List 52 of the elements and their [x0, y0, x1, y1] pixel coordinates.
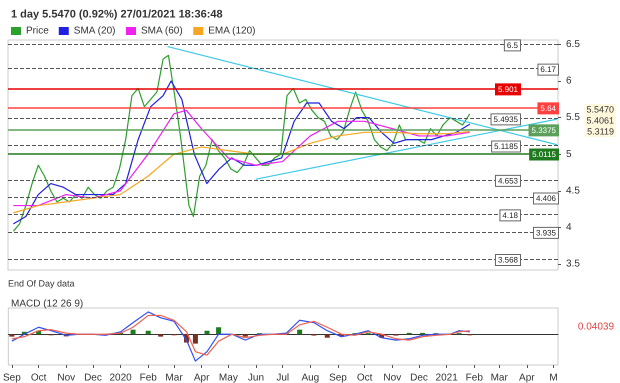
text: 5.4061 — [586, 116, 614, 126]
ref-line-label: 6.5 — [506, 40, 519, 50]
text: End Of Day data — [8, 278, 75, 288]
x-tick-label: Oct — [30, 372, 47, 383]
x-tick-label: Apr — [194, 372, 210, 383]
y-tick-label: 6 — [566, 76, 572, 87]
legend-label: Price — [26, 26, 50, 36]
x-tick-label: Sep — [3, 372, 22, 383]
legend-label: EMA (120) — [208, 26, 256, 36]
ref-line-label: 4.653 — [498, 176, 519, 186]
x-tick-label: Oct — [356, 372, 373, 383]
x-tick-label: 2021 — [436, 372, 458, 383]
ref-line-label: 5.901 — [498, 84, 519, 94]
x-tick-label: 2020 — [109, 372, 132, 383]
x-tick-label: Mar — [490, 372, 508, 383]
ref-line-label: 5.3375 — [532, 126, 557, 135]
ref-line-label: 5.1185 — [494, 142, 519, 151]
y-tick-label: 5.5 — [566, 112, 580, 124]
x-tick-label: Mar — [165, 372, 184, 383]
x-tick-label: Feb — [466, 372, 484, 383]
x-tick-label: Sep — [329, 372, 348, 383]
ref-line-label: 5.4935 — [494, 114, 519, 124]
x-tick-label: Dec — [84, 372, 102, 383]
legend-label: SMA (20) — [74, 26, 116, 36]
ref-line-label: 4.18 — [502, 210, 519, 220]
text: 0.04039 — [578, 322, 614, 332]
x-tick-label: Nov — [57, 372, 76, 383]
y-tick-label: 3.5 — [566, 258, 580, 270]
y-tick-label: 5 — [566, 148, 572, 160]
x-tick-label: Apr — [519, 372, 536, 383]
ref-line-label: 5.0115 — [532, 150, 557, 160]
ref-line-label: 3.935 — [536, 228, 557, 238]
text: 5.5470 — [586, 104, 614, 114]
y-tick-label: 4 — [566, 222, 572, 234]
ref-line-label: 5.64 — [540, 104, 557, 113]
chart-title: 1 day 5.5470 (0.92%) 27/01/2021 18:36:48 — [11, 8, 223, 20]
x-tick-label: Aug — [301, 372, 320, 383]
x-tick-label: M — [549, 372, 558, 383]
x-tick-label: Jun — [248, 372, 264, 383]
x-tick-label: Feb — [140, 372, 158, 383]
x-tick-label: Nov — [383, 372, 402, 383]
x-tick-label: May — [218, 372, 238, 383]
x-tick-label: Dec — [410, 372, 428, 383]
ref-line-label: 3.568 — [498, 256, 519, 265]
legend-label: SMA (60) — [141, 26, 183, 36]
chart-title: MACD (12 26 9) — [11, 298, 84, 310]
y-tick-label: 6.5 — [566, 38, 580, 50]
x-tick-label: Jul — [276, 372, 290, 383]
text: 5.3119 — [587, 126, 614, 136]
ref-line-label: 4.406 — [536, 194, 557, 203]
ref-line-label: 6.17 — [540, 65, 557, 74]
y-tick-label: 4.5 — [566, 185, 580, 196]
